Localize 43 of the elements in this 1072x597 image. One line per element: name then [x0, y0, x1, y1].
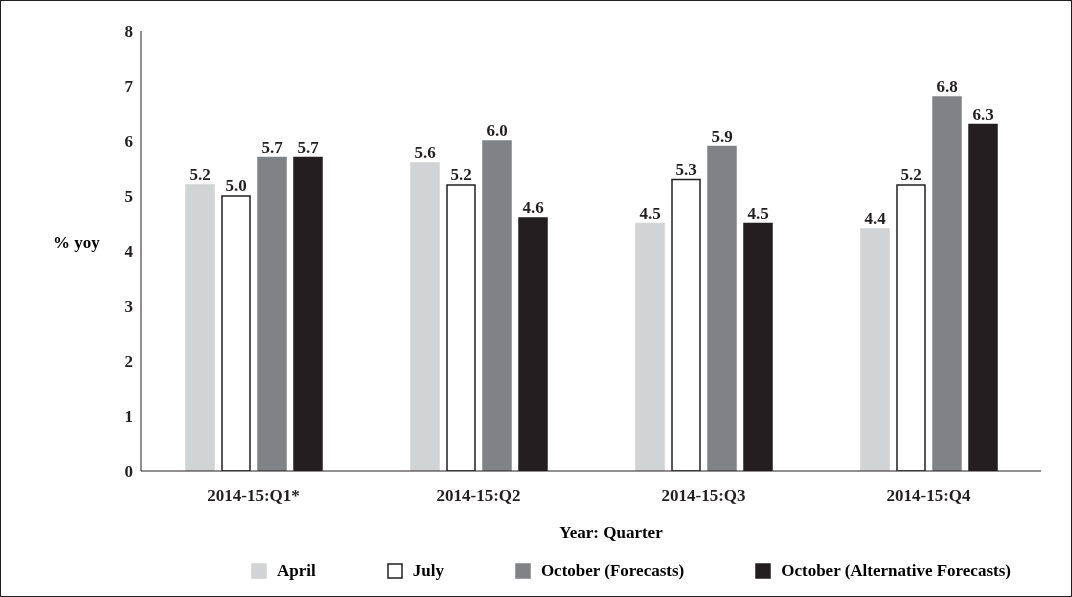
y-tick-label: 7	[124, 77, 134, 97]
bar	[635, 222, 665, 471]
y-tick-label: 8	[124, 22, 133, 42]
data-label: 5.9	[711, 126, 733, 146]
x-tick-label: 2014-15:Q4	[886, 486, 972, 506]
data-label: 4.4	[864, 209, 887, 228]
legend-label: July	[411, 561, 444, 581]
x-tick-label: 2014-15:Q3	[661, 486, 746, 506]
y-tick-label: 4	[124, 242, 134, 262]
data-label: 6.0	[486, 121, 508, 140]
data-label: 5.2	[450, 165, 472, 184]
bar	[932, 96, 962, 471]
y-tick-label: 3	[124, 297, 133, 317]
x-tick-label: 2014-15:Q2	[436, 486, 521, 506]
data-label: 5.0	[225, 176, 247, 195]
data-label: 6.8	[936, 77, 958, 96]
bar	[410, 162, 440, 471]
data-label: 5.7	[261, 137, 284, 157]
y-tick-label: 5	[124, 187, 133, 207]
x-tick-label: 2014-15:Q1*	[207, 486, 300, 506]
data-label: 4.5	[747, 203, 769, 223]
data-label: 5.3	[675, 159, 697, 179]
y-tick-label: 1	[124, 407, 133, 427]
data-label: 5.2	[900, 165, 922, 184]
bar	[860, 228, 890, 471]
y-tick-label: 6	[124, 132, 133, 152]
bar	[707, 145, 737, 471]
data-label: 5.2	[189, 165, 211, 184]
data-label: 5.6	[414, 143, 436, 162]
bar	[257, 156, 287, 471]
x-axis-title: Year: Quarter	[558, 523, 664, 543]
y-tick-label: 0	[124, 462, 133, 482]
legend-label: October (Forecasts)	[539, 561, 685, 581]
data-label: 4.6	[522, 198, 544, 217]
y-axis-title: % yoy	[53, 233, 100, 253]
data-label: 5.7	[297, 137, 320, 157]
data-label: 6.3	[972, 104, 994, 124]
legend-label: April	[276, 561, 316, 581]
y-tick-label: 2	[124, 352, 133, 372]
bar	[482, 140, 512, 471]
data-label: 4.5	[639, 203, 661, 223]
bar	[185, 184, 215, 471]
legend-label: October (Alternative Forecasts)	[780, 561, 1011, 581]
